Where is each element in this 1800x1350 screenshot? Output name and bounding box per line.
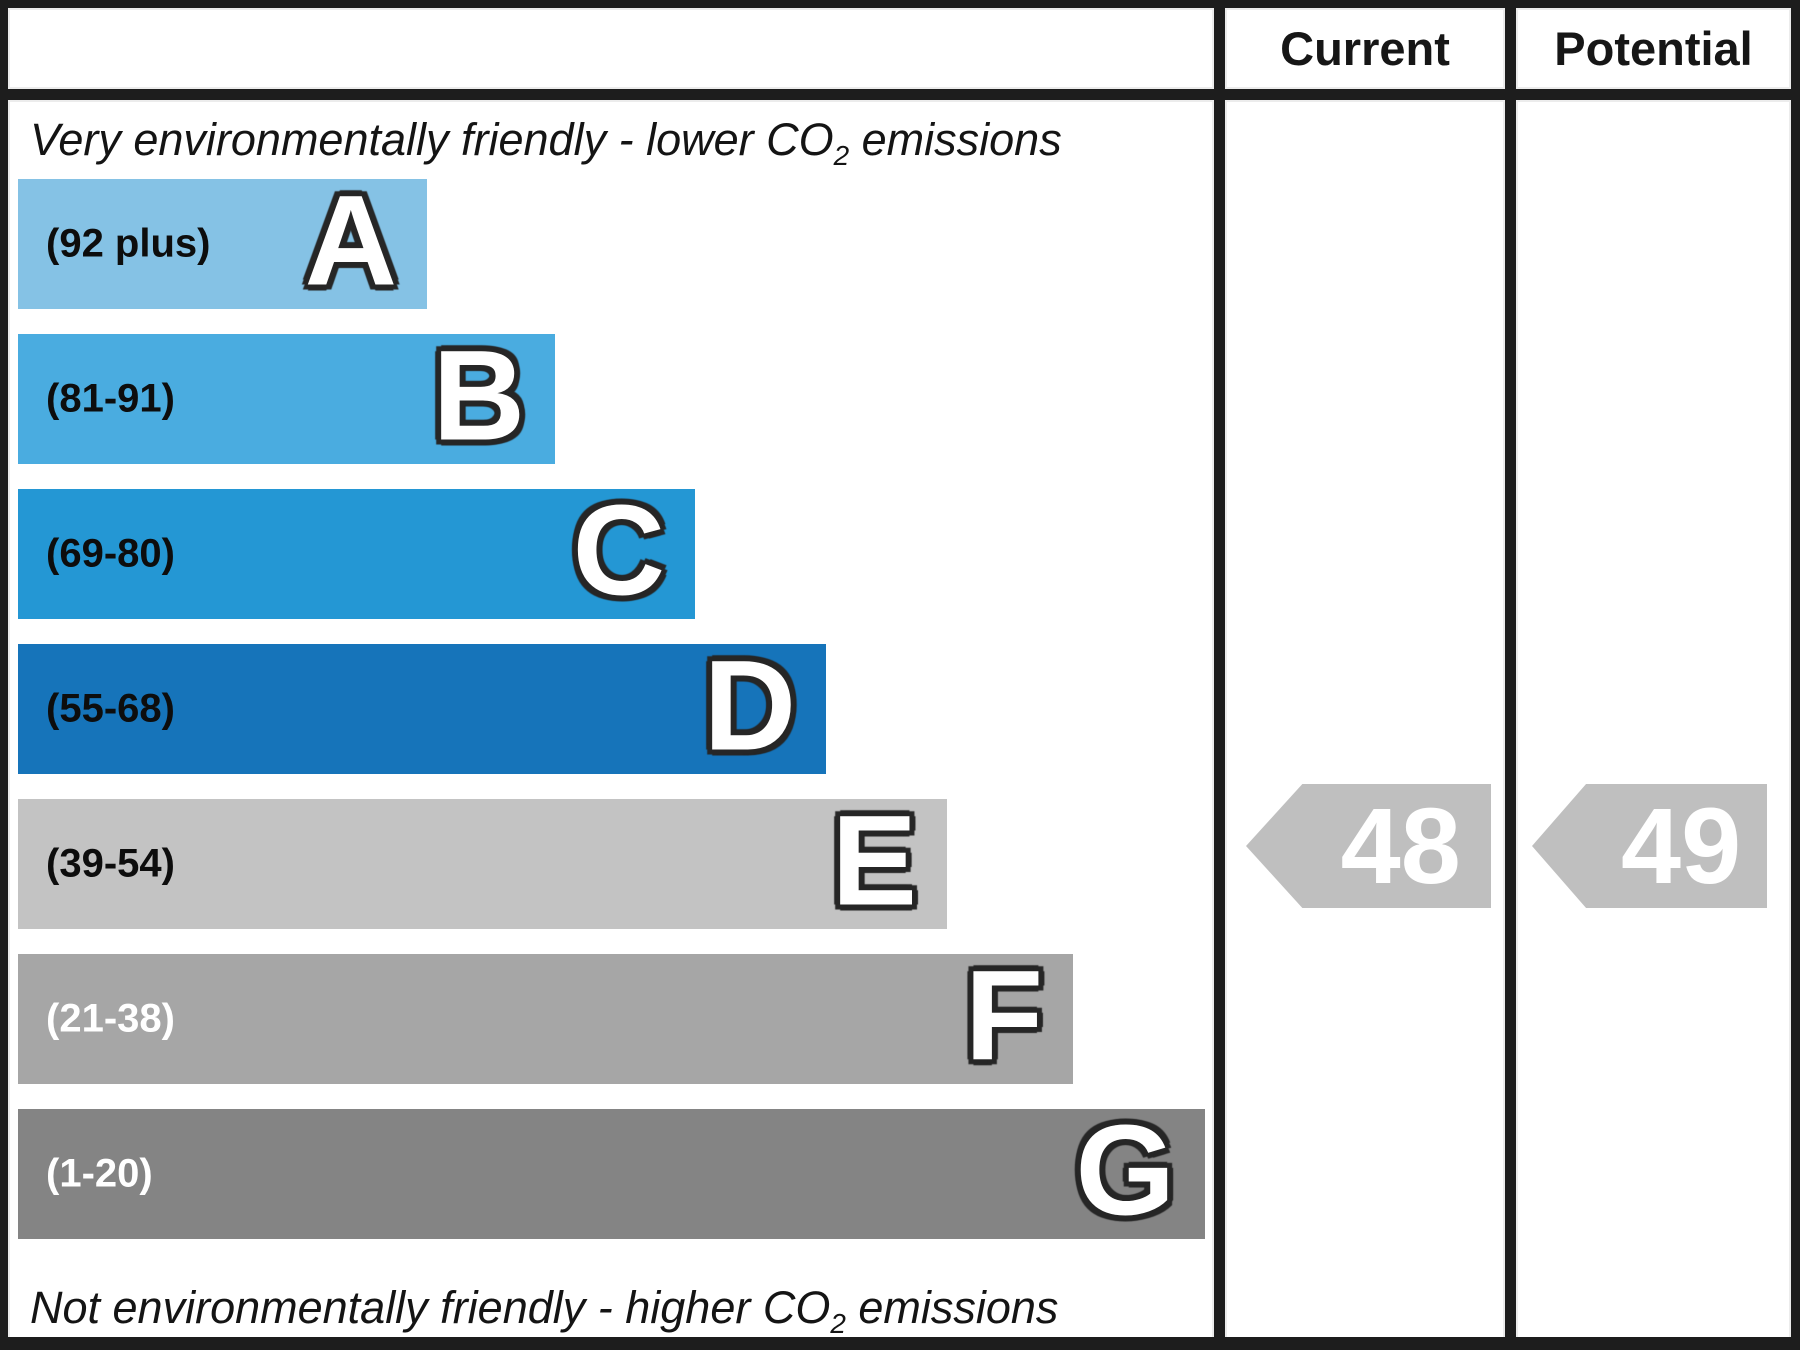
- band-row-b: (81-91) B: [18, 324, 1214, 468]
- band-range-label: (81-91): [46, 376, 175, 421]
- band-row-g: (1-20) G: [18, 1099, 1214, 1243]
- band-bar-g: (1-20) G: [18, 1099, 1205, 1243]
- band-range-label: (21-38): [46, 996, 175, 1041]
- band-bar-f: (21-38) F: [18, 944, 1073, 1088]
- band-letter: C: [572, 479, 665, 623]
- band-bar-c: (69-80) C: [18, 479, 695, 623]
- band-letter: A: [304, 169, 397, 313]
- top-note-text: Very environmentally friendly - lower CO: [30, 113, 834, 165]
- band-row-e: (39-54) E: [18, 789, 1214, 933]
- bottom-note-subscript: 2: [830, 1307, 846, 1339]
- bottom-note-text: Not environmentally friendly - higher CO: [30, 1281, 831, 1333]
- band-letter: E: [831, 789, 917, 933]
- top-note-subscript: 2: [833, 139, 850, 171]
- band-range-label: (92 plus): [46, 221, 211, 266]
- bottom-note-text-after: emissions: [845, 1281, 1059, 1333]
- potential-column-header: Potential: [1505, 8, 1791, 100]
- top-note: Very environmentally friendly - lower CO…: [8, 100, 1214, 179]
- band-row-f: (21-38) F: [18, 944, 1214, 1088]
- band-range-label: (69-80): [46, 531, 175, 576]
- band-bar-e: (39-54) E: [18, 789, 947, 933]
- band-letter: F: [964, 944, 1043, 1088]
- band-letter: G: [1075, 1099, 1175, 1243]
- potential-rating-column: 49: [1505, 100, 1791, 1337]
- current-rating-column: 48: [1214, 100, 1505, 1337]
- top-note-text-after: emissions: [849, 113, 1062, 165]
- potential-rating-arrow: 49: [1532, 784, 1767, 908]
- bottom-note: Not environmentally friendly - higher CO…: [8, 1264, 1214, 1339]
- band-range-label: (39-54): [46, 841, 175, 886]
- band-bar-a: (92 plus) A: [18, 169, 427, 313]
- band-row-d: (55-68) D: [18, 634, 1214, 778]
- band-letter: B: [432, 324, 525, 468]
- band-range-label: (1-20): [46, 1151, 153, 1196]
- band-letter: D: [703, 634, 796, 778]
- rating-column-header: [8, 8, 1214, 100]
- band-range-label: (55-68): [46, 686, 175, 731]
- current-rating-value: 48: [1340, 785, 1461, 906]
- current-column-header: Current: [1214, 8, 1505, 100]
- potential-rating-value: 49: [1621, 785, 1742, 906]
- bands-column: Very environmentally friendly - lower CO…: [8, 100, 1214, 1339]
- band-bar-d: (55-68) D: [18, 634, 826, 778]
- band-row-c: (69-80) C: [18, 479, 1214, 623]
- band-row-a: (92 plus) A: [18, 169, 1214, 313]
- band-bar-b: (81-91) B: [18, 324, 555, 468]
- rating-table: Current Potential Very environmentally f…: [8, 8, 1791, 1337]
- current-rating-arrow: 48: [1246, 784, 1491, 908]
